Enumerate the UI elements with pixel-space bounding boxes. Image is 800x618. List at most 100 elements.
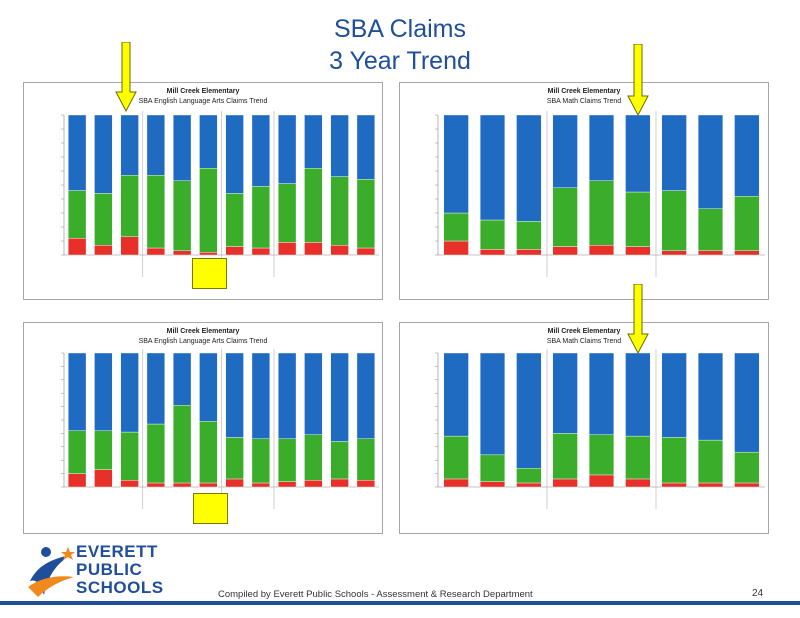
bar-segment [356, 480, 376, 488]
bar-segment [120, 480, 139, 488]
bar-segment [734, 482, 760, 488]
bar-segment [479, 249, 506, 256]
bar-segment [330, 441, 349, 480]
bar-segment [277, 183, 297, 243]
chart-subtitle: SBA English Language Arts Claims Trend [138, 338, 268, 345]
bar-segment [251, 186, 270, 249]
bar-segment [304, 114, 323, 169]
bar-segment [588, 114, 615, 182]
chart-plot [435, 349, 765, 509]
bar-segment [516, 221, 542, 250]
bar-segment [146, 174, 165, 249]
bar-segment [225, 478, 244, 488]
bar-segment [120, 174, 139, 237]
bar-segment [625, 246, 651, 256]
logo-figure-icon [28, 547, 75, 597]
bar-segment [734, 250, 760, 256]
chart-subtitle: SBA English Language Arts Claims Trend [138, 98, 268, 105]
bar-segment [661, 437, 687, 484]
bar-segment [68, 190, 87, 239]
bar-segment [330, 176, 349, 246]
bar-segment [68, 114, 87, 191]
chart-school-name: Mill Creek Elementary [547, 88, 621, 95]
bar-segment [94, 430, 113, 470]
bar-segment [251, 438, 270, 484]
bar-segment [552, 114, 578, 189]
logo-text-everett: EVERETT [76, 542, 158, 561]
bar-segment [552, 352, 578, 434]
bar-segment [734, 195, 760, 251]
bar-segment [552, 187, 578, 247]
chart-plot [61, 349, 379, 509]
highlight-arrow-icon [627, 44, 649, 116]
bar-segment [443, 352, 469, 437]
chart-school-name: Mill Creek Elementary [166, 88, 240, 95]
bar-segment [734, 352, 760, 453]
bar-segment [697, 482, 724, 488]
bar-segment [146, 423, 165, 484]
bar-segment [225, 246, 244, 256]
bar-segment [225, 193, 244, 247]
bar-segment [356, 114, 376, 180]
bar-segment [356, 352, 376, 439]
bar-segment [625, 191, 651, 247]
bar-segment [552, 433, 578, 480]
bar-segment [443, 435, 469, 480]
bar-segment [479, 114, 506, 221]
bar-segment [251, 247, 270, 256]
bar-segment [661, 352, 687, 438]
bar-segment [625, 435, 651, 480]
bar-segment [625, 478, 651, 488]
bar-segment [172, 250, 192, 256]
bar-segment [552, 478, 578, 488]
bar-segment [516, 352, 542, 469]
highlight-arrow-icon [115, 42, 137, 112]
bar-segment [330, 114, 349, 177]
bar-segment [625, 352, 651, 437]
bar-segment [356, 247, 376, 256]
bar-segment [277, 352, 297, 439]
bar-segment [251, 352, 270, 439]
footer-divider [0, 601, 800, 605]
bar-segment [697, 114, 724, 210]
bar-segment [120, 114, 139, 176]
bar-segment [443, 478, 469, 488]
bar-segment [697, 352, 724, 441]
legend-highlight-box [192, 258, 227, 289]
bar-segment [516, 468, 542, 484]
bar-segment [697, 250, 724, 256]
bar-segment [199, 251, 218, 256]
compiled-by-footer: Compiled by Everett Public Schools - Ass… [218, 589, 533, 600]
bar-segment [697, 439, 724, 484]
bar-segment [172, 114, 192, 182]
bar-segment [588, 352, 615, 435]
bar-segment [330, 478, 349, 488]
bar-segment [734, 114, 760, 197]
bar-segment [94, 114, 113, 194]
bar-segment [588, 244, 615, 256]
bar-segment [199, 482, 218, 488]
bar-segment [68, 352, 87, 431]
bar-segment [94, 352, 113, 431]
bar-segment [479, 454, 506, 482]
bar-segment [251, 482, 270, 488]
bar-segment [199, 114, 218, 169]
bar-segment [516, 249, 542, 256]
bar-segment [734, 451, 760, 484]
page-title-line-1: SBA Claims [334, 15, 466, 43]
bar-segment [356, 179, 376, 249]
bar-segment [94, 193, 113, 246]
bar-segment [199, 167, 218, 253]
highlight-arrow-icon [627, 284, 649, 354]
everett-public-schools-logo: EVERETT PUBLIC SCHOOLS [24, 543, 164, 599]
bar-segment [225, 114, 244, 194]
bar-segment [277, 242, 297, 256]
bar-segment [225, 437, 244, 480]
chart-plot [435, 111, 765, 277]
bar-segment [356, 438, 376, 481]
bar-segment [304, 352, 323, 435]
bar-segment [625, 114, 651, 193]
bar-segment [479, 219, 506, 250]
bar-segment [225, 352, 244, 438]
legend-highlight-box [193, 493, 228, 524]
